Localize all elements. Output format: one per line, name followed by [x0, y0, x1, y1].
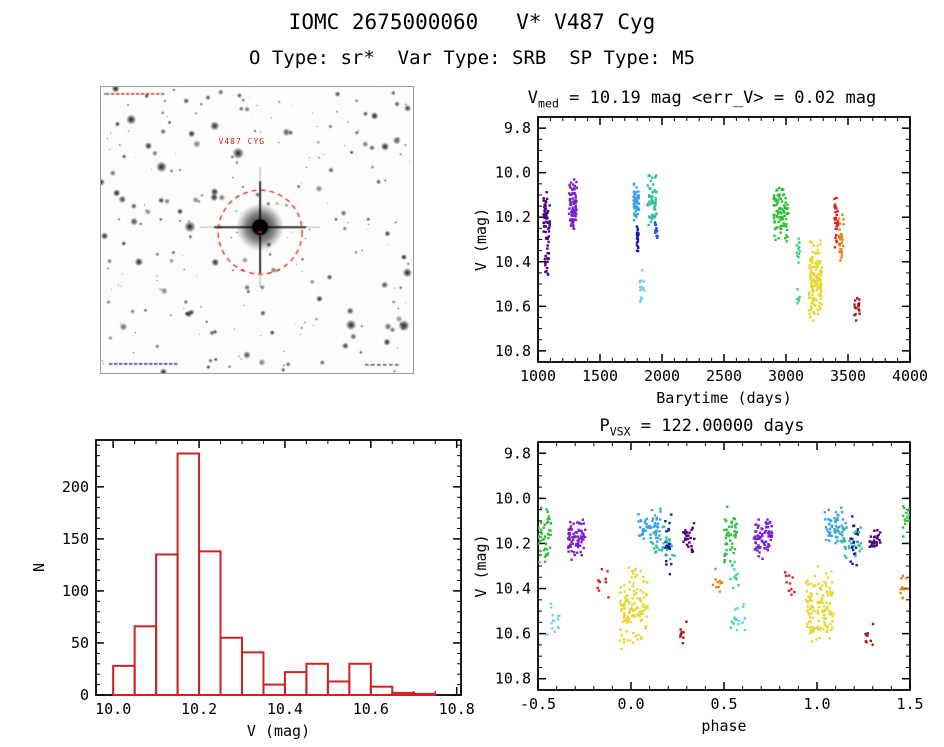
phase-plot: -0.5 0.0 0.5 1.0 1.5 9.8 10.0 10.2 10.4 10.6 10.8 p…: [472, 441, 924, 735]
histogram-ytick-label: 0: [80, 686, 89, 704]
lightcurve-plot: 1000 1500 2000 2500 3000 3500 4000 9.8 10.0 10.2 1…: [472, 116, 928, 407]
lightcurve-title-post: = 10.19 mag <err_V> = 0.02 mag: [558, 88, 877, 108]
light_curve-points: [542, 174, 861, 322]
histogram-plot: 10.0 10.2 10.4 10.6 10.8 0 50 100 150 200 V (mag) N: [30, 439, 475, 740]
phase-title: PVSX = 122.00000 days: [460, 416, 944, 438]
light_curve-ytick-label: 10.2: [495, 208, 531, 226]
finding-chart-canvas: [100, 86, 414, 374]
light_curve-ytick-label: 10.4: [495, 253, 531, 271]
light_curve-x-axis-label: Barytime (days): [656, 389, 791, 407]
target-label: V487 CYG: [218, 137, 266, 147]
histogram-bars: [112, 452, 437, 697]
light_curve-xtick-label: 1500: [582, 367, 618, 385]
phase-ytick-label: 10.6: [495, 625, 531, 643]
light_curve-ytick-label: 10.6: [495, 297, 531, 315]
light_curve-ytick-label: 9.8: [504, 119, 531, 137]
light_curve-ytick-label: 10.0: [495, 164, 531, 182]
page-subtitle: O Type: sr* Var Type: SRB SP Type: M5: [248, 47, 696, 69]
phase-xtick-label: 1.5: [896, 695, 923, 713]
light_curve-xtick-label: 1000: [520, 367, 556, 385]
histogram-xtick-label: 10.0: [95, 700, 131, 718]
histogram-xtick-label: 10.2: [181, 700, 217, 718]
phase-ytick-label: 10.4: [495, 580, 531, 598]
phase-ytick-label: 10.2: [495, 534, 531, 552]
histogram-ytick-label: 50: [71, 634, 89, 652]
histogram-y-axis-label: N: [30, 563, 48, 572]
lightcurve-title-pre: V: [527, 88, 539, 108]
phase-title-pre: P: [599, 416, 610, 436]
light_curve-y-axis-label: V (mag): [472, 208, 490, 271]
histogram-xtick-label: 10.8: [439, 700, 475, 718]
phase-title-post: = 122.00000 days: [630, 416, 805, 436]
finding-chart: V487 CYG: [100, 86, 414, 374]
light_curve-xtick-label: 4000: [892, 367, 928, 385]
phase-title-sub: VSX: [609, 424, 631, 439]
light_curve-xtick-label: 3000: [768, 367, 804, 385]
phase-x-axis-label: phase: [701, 717, 746, 735]
histogram-ytick-label: 100: [62, 582, 89, 600]
phase-ytick-label: 10.8: [495, 670, 531, 688]
phase-xtick-label: 0.0: [617, 695, 644, 713]
histogram-ytick-label: 200: [62, 478, 89, 496]
histogram-xtick-label: 10.6: [353, 700, 389, 718]
histogram-xtick-label: 10.4: [267, 700, 303, 718]
light_curve-xtick-label: 2000: [644, 367, 680, 385]
light_curve-xtick-label: 3500: [830, 367, 866, 385]
phase-ytick-label: 10.0: [495, 489, 531, 507]
histogram-x-axis-label: V (mag): [247, 722, 310, 740]
phase-points: [538, 505, 910, 651]
page-title: IOMC 2675000060 V* V487 Cyg: [288, 10, 656, 34]
phase-xtick-label: 1.0: [803, 695, 830, 713]
lightcurve-title-sub: med: [538, 96, 559, 111]
phase-ytick-label: 9.8: [504, 444, 531, 462]
light_curve-ytick-label: 10.8: [495, 342, 531, 360]
lightcurve-title: Vmed = 10.19 mag <err_V> = 0.02 mag: [460, 88, 944, 110]
phase-y-axis-label: V (mag): [472, 534, 490, 597]
phase-xtick-label: 0.5: [710, 695, 737, 713]
histogram-ytick-label: 150: [62, 530, 89, 548]
light_curve-xtick-label: 2500: [706, 367, 742, 385]
phase-xtick-label: -0.5: [520, 695, 556, 713]
